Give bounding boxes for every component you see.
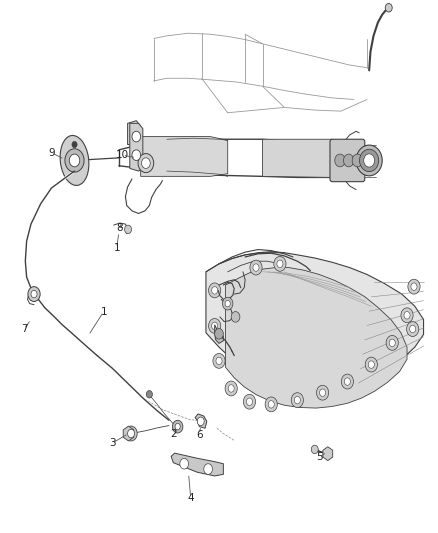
Circle shape (228, 385, 234, 392)
Ellipse shape (60, 135, 89, 185)
Circle shape (344, 378, 350, 385)
Circle shape (343, 154, 354, 167)
Polygon shape (215, 325, 223, 343)
Circle shape (173, 420, 183, 433)
Circle shape (250, 260, 262, 275)
Circle shape (410, 325, 416, 333)
Circle shape (125, 426, 137, 441)
Circle shape (141, 158, 150, 168)
Circle shape (212, 287, 218, 294)
Text: 6: 6 (196, 430, 203, 440)
Circle shape (65, 149, 84, 172)
Circle shape (408, 279, 420, 294)
Circle shape (368, 361, 374, 368)
Polygon shape (226, 268, 407, 408)
Text: 7: 7 (21, 324, 27, 334)
Circle shape (175, 423, 180, 430)
Circle shape (72, 141, 77, 148)
Circle shape (277, 260, 283, 268)
Circle shape (268, 401, 274, 408)
Circle shape (225, 381, 237, 396)
Circle shape (274, 256, 286, 271)
Text: 10: 10 (116, 150, 129, 160)
Circle shape (247, 398, 253, 406)
Polygon shape (127, 120, 141, 144)
Circle shape (225, 301, 230, 307)
Circle shape (69, 154, 80, 167)
Circle shape (317, 385, 328, 400)
Circle shape (341, 374, 353, 389)
Circle shape (311, 445, 318, 454)
Circle shape (31, 290, 37, 298)
Circle shape (132, 150, 141, 160)
Ellipse shape (360, 149, 379, 172)
Text: 9: 9 (48, 148, 55, 158)
Circle shape (389, 339, 395, 346)
Circle shape (401, 308, 413, 322)
Polygon shape (171, 453, 223, 476)
Circle shape (138, 154, 154, 173)
Text: 3: 3 (109, 438, 116, 448)
Circle shape (208, 283, 221, 298)
Text: 2: 2 (170, 429, 177, 439)
Circle shape (386, 335, 398, 350)
Circle shape (411, 283, 417, 290)
Circle shape (291, 393, 304, 408)
Circle shape (320, 389, 325, 397)
Circle shape (132, 131, 141, 142)
Circle shape (231, 312, 240, 322)
Text: 4: 4 (187, 493, 194, 503)
Circle shape (352, 154, 363, 167)
Text: 1: 1 (100, 306, 107, 317)
Circle shape (253, 264, 259, 271)
Text: 5: 5 (316, 453, 322, 463)
Circle shape (294, 397, 300, 404)
Circle shape (208, 318, 221, 333)
Circle shape (215, 328, 223, 339)
Polygon shape (195, 414, 207, 428)
Circle shape (180, 458, 188, 469)
Text: 8: 8 (117, 223, 123, 233)
Polygon shape (206, 252, 424, 397)
Circle shape (365, 357, 378, 372)
Circle shape (404, 312, 410, 319)
Circle shape (406, 321, 419, 336)
Polygon shape (141, 136, 228, 176)
Circle shape (244, 394, 255, 409)
Circle shape (223, 297, 233, 310)
Circle shape (28, 287, 40, 302)
FancyBboxPatch shape (330, 139, 365, 182)
Circle shape (335, 154, 345, 167)
Circle shape (216, 357, 222, 365)
Circle shape (146, 391, 152, 398)
Circle shape (124, 225, 131, 233)
Circle shape (212, 322, 218, 329)
Circle shape (213, 353, 225, 368)
Circle shape (127, 429, 134, 438)
Polygon shape (262, 139, 341, 177)
Text: 1: 1 (113, 243, 120, 253)
Circle shape (204, 464, 212, 474)
Ellipse shape (364, 154, 374, 167)
Ellipse shape (356, 145, 382, 176)
Circle shape (265, 397, 277, 412)
Polygon shape (130, 123, 143, 171)
Circle shape (385, 4, 392, 12)
Circle shape (197, 417, 204, 425)
